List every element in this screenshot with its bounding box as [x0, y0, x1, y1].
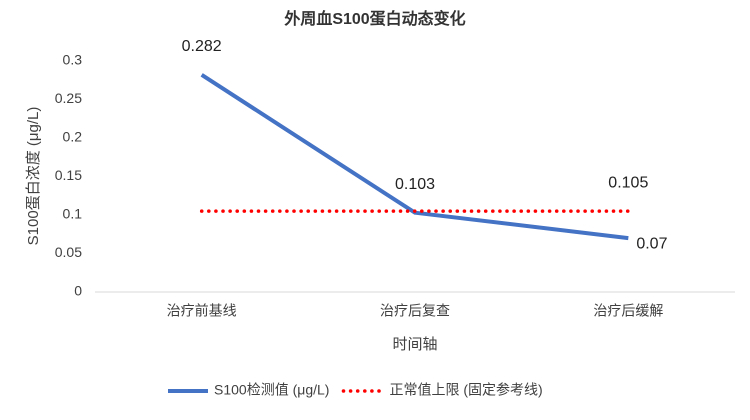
y-tick-label: 0.1 — [63, 206, 83, 222]
legend-label: S100检测值 (μg/L) — [214, 382, 329, 398]
x-tick-label: 治疗前基线 — [167, 303, 237, 319]
data-label: 0.282 — [182, 38, 222, 55]
x-tick-label: 治疗后复查 — [380, 303, 450, 319]
y-tick-label: 0.3 — [63, 52, 83, 68]
y-tick-label: 0 — [74, 283, 82, 299]
y-tick-label: 0.25 — [55, 90, 82, 106]
y-tick-label: 0.2 — [63, 129, 83, 145]
legend-label: 正常值上限 (固定参考线) — [389, 382, 542, 398]
y-axis-title: S100蛋白浓度 (μg/L) — [25, 107, 42, 246]
data-label: 0.07 — [636, 235, 667, 252]
data-label: 0.105 — [608, 174, 648, 191]
y-tick-label: 0.15 — [55, 167, 82, 183]
x-axis-title: 时间轴 — [392, 336, 437, 353]
x-tick-label: 治疗后缓解 — [593, 303, 663, 319]
chart-title: 外周血S100蛋白动态变化 — [283, 9, 465, 28]
y-tick-label: 0.05 — [55, 244, 82, 260]
data-label: 0.103 — [395, 176, 435, 193]
series-line — [200, 73, 629, 241]
